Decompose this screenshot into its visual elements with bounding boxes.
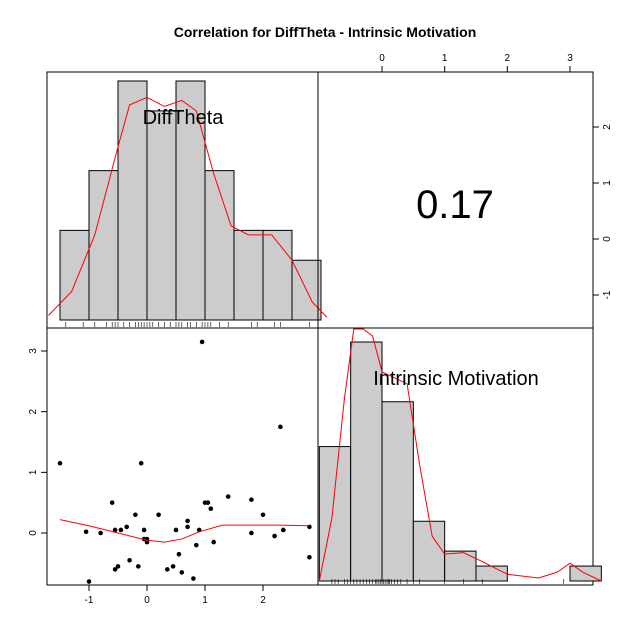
hist-bar-difftheta [59, 229, 90, 321]
y-axis-left: 0 1 2 3 [28, 348, 48, 536]
tick-label: 2 [260, 595, 266, 606]
tick-label: 1 [442, 53, 448, 64]
variable-label-difftheta: DiffTheta [143, 107, 225, 129]
scatter-point [57, 460, 63, 466]
panel-frame-bottom-left [46, 327, 319, 586]
density-curve-motivation [318, 328, 602, 582]
scatter-point [278, 424, 283, 430]
scatter-point [191, 576, 196, 581]
hist-difftheta-bars [59, 80, 322, 321]
tick-label: 1 [28, 469, 39, 475]
tick-label: 3 [567, 53, 573, 64]
tick-label: 2 [28, 408, 39, 414]
tick-label: 2 [602, 124, 613, 130]
scatter-point [199, 339, 205, 345]
scatter-point [136, 564, 141, 569]
scatter-point [211, 539, 216, 545]
scatter-point [281, 527, 286, 533]
correlation-value: 0.17 [416, 183, 494, 227]
x-axis-bottom: -1 0 1 2 [85, 584, 266, 606]
scatter-point [112, 567, 118, 572]
hist-bar-difftheta [146, 110, 177, 321]
scatter-point [208, 506, 214, 512]
scatter-point [124, 524, 129, 530]
scatter-point [118, 527, 124, 533]
tick-label: 0 [28, 530, 39, 536]
rug-difftheta [65, 322, 310, 327]
scatter-point [260, 512, 266, 518]
hist-bar-difftheta [204, 170, 235, 321]
chart-title: Correlation for DiffTheta - Intrinsic Mo… [174, 24, 477, 40]
scatter-point [307, 554, 312, 560]
hist-bar-difftheta [88, 170, 119, 321]
scatter-point [109, 500, 115, 505]
scatter-point [98, 530, 103, 536]
panel-hist-difftheta: DiffTheta [46, 71, 328, 329]
scatter-point [205, 500, 211, 505]
tick-label: -1 [85, 595, 94, 606]
tick-label: 1 [602, 180, 613, 186]
hist-bar-motivation [475, 565, 508, 582]
scatter-point [179, 570, 185, 575]
scatter-point [86, 579, 92, 584]
tick-label: 0 [602, 236, 613, 242]
tick-label: 1 [202, 595, 208, 606]
tick-label: 3 [28, 348, 39, 354]
scatter-point [83, 529, 89, 535]
scatter-point [249, 497, 254, 502]
panel-frame-bottom-right [317, 327, 594, 586]
density-curve-difftheta [48, 96, 328, 318]
scatter-point [115, 564, 121, 569]
hist-bar-motivation [318, 446, 352, 582]
scatter-point [176, 551, 182, 557]
scatter-point [272, 533, 277, 539]
scatter-point [112, 527, 118, 533]
y-axis-right: -1 0 1 2 [592, 124, 613, 299]
tick-label: -1 [602, 290, 613, 299]
x-axis-top: 0 1 2 3 [379, 53, 573, 73]
scatter-point [141, 527, 147, 533]
scatter-point [133, 512, 138, 518]
hist-bar-difftheta [175, 80, 206, 321]
scatter-point [138, 460, 144, 466]
scatter-point [127, 558, 132, 563]
hist-bar-motivation [350, 341, 383, 582]
scatter-point [194, 542, 199, 548]
scatter-point [185, 524, 190, 530]
hist-bar-motivation [381, 401, 414, 582]
scatter-point [165, 567, 170, 572]
smooth-line [59, 519, 310, 543]
hist-bar-difftheta [262, 229, 293, 321]
scatter-point [173, 527, 179, 533]
panel-scatter [46, 327, 319, 586]
rug-motivation [331, 579, 565, 584]
scatter-point [225, 494, 231, 499]
scatter-points [57, 339, 312, 584]
variable-label-intrinsic-motivation: Intrinsic Motivation [373, 368, 539, 390]
panel-correlation: 0.17 [317, 71, 594, 329]
hist-bar-motivation [412, 520, 446, 582]
hist-bar-motivation [444, 550, 477, 582]
scatter-point [156, 512, 161, 518]
panel-hist-motivation: Intrinsic Motivation [317, 327, 602, 586]
tick-label: 2 [505, 53, 511, 64]
tick-label: 0 [144, 595, 150, 606]
scatter-point [185, 518, 190, 524]
tick-label: 0 [379, 53, 385, 64]
hist-bar-difftheta [233, 229, 264, 321]
scatter-point [170, 564, 176, 569]
scatter-point [249, 530, 254, 536]
